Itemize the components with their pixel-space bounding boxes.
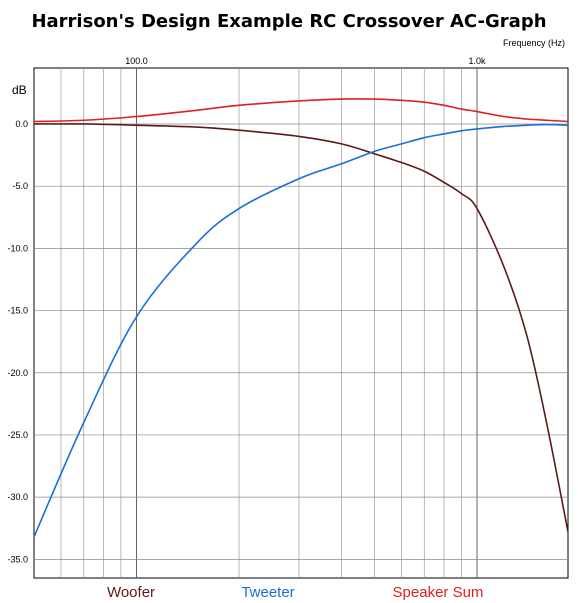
y-tick-label: -20.0: [7, 368, 28, 378]
grid-lines: [34, 68, 568, 578]
plot-area: [33, 67, 569, 579]
y-tick-label: -10.0: [7, 243, 28, 253]
series-line-speaker-sum: [33, 98, 569, 123]
legend-tweeter: Tweeter: [241, 584, 294, 601]
y-tick-label: -15.0: [7, 306, 28, 316]
x-axis-label: Frequency (Hz): [503, 38, 565, 48]
y-tick-labels: 0.0 -5.0 -10.0 -15.0 -20.0 -25.0 -30.0 -35.0: [7, 119, 28, 564]
y-tick-label: -30.0: [7, 492, 28, 502]
x-tick-labels: 100.0 1.0k: [125, 56, 486, 66]
legend-woofer: Woofer: [107, 584, 155, 601]
series-line-woofer: [33, 123, 569, 533]
y-tick-label: -5.0: [12, 181, 28, 191]
chart-title: Harrison's Design Example RC Crossover A…: [31, 11, 546, 32]
y-tick-label: -35.0: [7, 554, 28, 564]
y-axis-label: dB: [12, 83, 27, 97]
x-tick-label: 1.0k: [469, 56, 487, 66]
series-line-tweeter: [33, 123, 569, 538]
y-tick-label: 0.0: [15, 119, 28, 129]
y-tick-label: -25.0: [7, 430, 28, 440]
x-tick-label: 100.0: [125, 56, 148, 66]
series-lines: [33, 98, 569, 538]
legend-speaker-sum: Speaker Sum: [393, 584, 484, 601]
legend: Woofer Tweeter Speaker Sum: [107, 584, 483, 601]
